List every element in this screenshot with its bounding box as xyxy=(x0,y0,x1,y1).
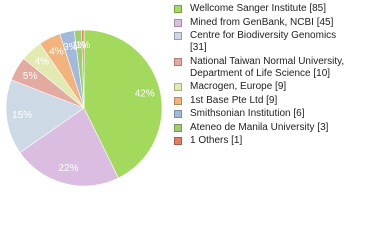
legend-item: Ateneo de Manila University [3] xyxy=(174,122,374,134)
legend-item: 1 Others [1] xyxy=(174,135,374,147)
legend: Wellcome Sanger Institute [85] Mined from… xyxy=(174,3,374,149)
legend-item: National Taiwan Normal University, Depar… xyxy=(174,56,374,80)
legend-label: Centre for Biodiversity Genomics [31] xyxy=(190,30,337,53)
slice-label: 42% xyxy=(135,88,155,99)
legend-swatch xyxy=(174,83,182,91)
slice-label: 15% xyxy=(12,110,32,121)
legend-label: 1 Others [1] xyxy=(190,135,243,146)
legend-item: Mined from GenBank, NCBI [45] xyxy=(174,17,374,29)
slice-label: 3% xyxy=(63,42,78,53)
legend-swatch xyxy=(174,5,182,13)
legend-item: Macrogen, Europe [9] xyxy=(174,81,374,93)
legend-item: Wellcome Sanger Institute [85] xyxy=(174,3,374,15)
legend-item: 1st Base Pte Ltd [9] xyxy=(174,95,374,107)
pie-slice xyxy=(83,29,163,179)
legend-swatch xyxy=(174,137,182,145)
slice-label: 4% xyxy=(49,47,64,58)
legend-swatch xyxy=(174,32,182,40)
legend-swatch xyxy=(174,18,182,27)
legend-label: 1st Base Pte Ltd [9] xyxy=(190,94,278,106)
legend-label: National Taiwan Normal University, Depar… xyxy=(190,55,345,79)
legend-swatch xyxy=(174,96,182,105)
legend-swatch xyxy=(174,110,182,118)
legend-label: Ateneo de Manila University [3] xyxy=(190,121,329,133)
legend-label: Wellcome Sanger Institute [85] xyxy=(190,3,326,14)
legend-item: Smithsonian Institution [6] xyxy=(174,108,374,120)
legend-label: Macrogen, Europe [9] xyxy=(190,81,287,92)
slice-label: 1% xyxy=(76,40,91,51)
pie: 42%22%15%5%4%4% 3%1%1% xyxy=(5,29,163,187)
slice-label: 4% xyxy=(35,57,50,68)
legend-swatch xyxy=(174,123,182,132)
legend-label: Smithsonian Institution [6] xyxy=(190,108,305,119)
pie-slice xyxy=(19,107,119,187)
pie-slice xyxy=(5,79,85,153)
slice-label: 5% xyxy=(23,71,38,82)
pie-slice xyxy=(81,29,85,109)
legend-swatch xyxy=(174,57,182,66)
slice-label: 1% xyxy=(72,40,87,51)
slice-label: 22% xyxy=(58,163,78,174)
legend-item: Centre for Biodiversity Genomics [31] xyxy=(174,30,374,54)
legend-label: Mined from GenBank, NCBI [45] xyxy=(190,16,334,28)
